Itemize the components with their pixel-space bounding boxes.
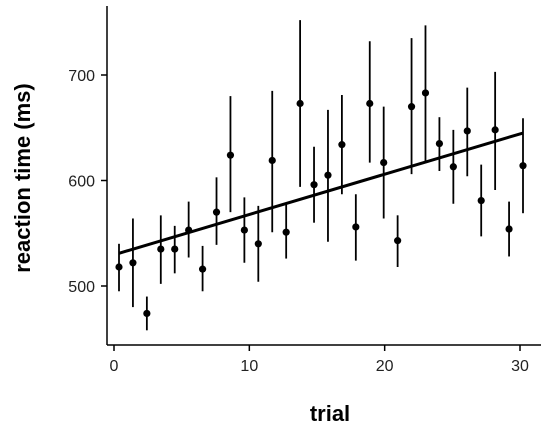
data-point [435,139,444,148]
y-tick-label: 500 [68,279,95,296]
data-point [324,171,332,179]
x-tick-label: 20 [376,358,394,375]
data-point [115,263,123,271]
data-point [240,226,248,234]
data-points [115,89,527,318]
y-axis-title: reaction time (ms) [10,83,35,273]
data-point [310,181,318,189]
data-point [505,225,513,233]
error-bars [118,20,524,331]
data-point [380,158,388,167]
data-point [226,151,235,159]
data-point [157,245,165,253]
data-point [394,237,402,245]
data-point [296,99,304,108]
axes [106,6,541,346]
data-point [352,223,360,231]
data-point [407,103,416,111]
data-point [477,196,485,205]
y-tick-label: 700 [68,68,95,85]
data-point [212,208,221,216]
data-point [185,226,193,234]
y-tick-label: 600 [68,174,95,191]
data-point [268,156,276,165]
data-point [519,162,527,170]
regression-line [118,131,524,255]
regression-line-group [118,131,524,255]
x-tick-label: 10 [240,358,258,375]
data-point [254,240,262,248]
data-point [143,309,151,318]
x-axis-title: trial [310,401,350,426]
data-point [338,141,346,149]
data-point [463,127,471,135]
x-tick-label: 0 [110,358,119,375]
data-point [421,89,430,97]
data-point [129,259,137,267]
x-tick-label: 30 [511,358,529,375]
data-point [198,265,207,273]
data-point [282,228,290,236]
data-point [491,126,499,134]
ticks: 0 10 20 30 500 600 700 [68,68,529,375]
data-point [366,99,374,108]
data-point [171,245,179,253]
data-point [449,163,457,171]
